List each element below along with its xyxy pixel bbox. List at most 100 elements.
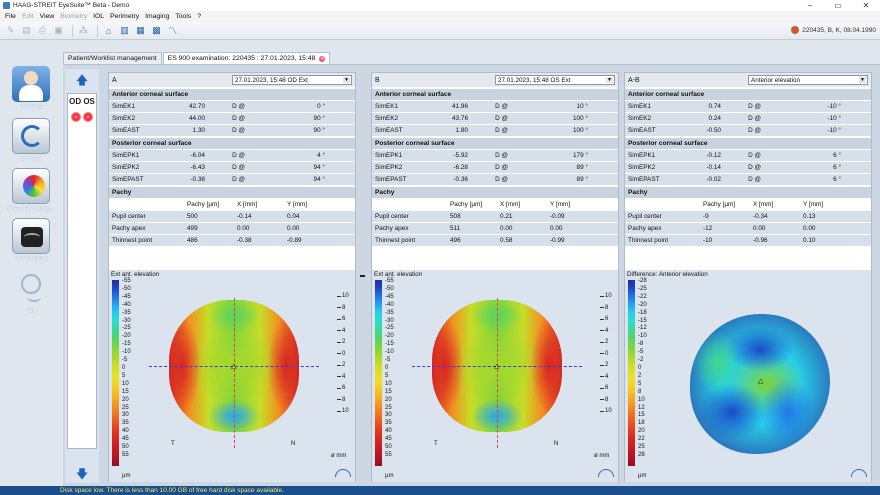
difference-map[interactable] [690,314,830,454]
legend-value: 12 [638,404,645,411]
cell-axis: 89 ° [576,176,588,183]
panel-header: B 27.01.2023, 15:48 OS Ext ▼ [372,73,618,87]
cell-label: SimEPK1 [112,152,140,159]
cell-value: 0.13 [803,213,816,220]
scale-label: 10 [342,408,349,414]
eye-selector[interactable]: OD OS [67,93,97,449]
legend-value: 50 [385,444,392,451]
cell-label: Pupil center [375,213,409,220]
table-row: Pupil center 508 0.21 -0.09 [372,210,618,222]
title-bar: HAAG-STREIT EyeSuite™ Beta - Demo – ▭ ✕ [0,0,880,11]
os-thumbnail-icon[interactable] [83,112,93,122]
toolbar: ✎ ▤ ⎙ ▣ ⁂ ⌂ ▥ ▦ ▩ 〽 [0,22,880,40]
nav-iol[interactable]: IOL [0,270,62,314]
menu-file[interactable]: File [5,13,16,20]
col-header: Y [mm] [550,201,571,208]
legend-value: 5 [122,372,126,379]
legend-value: -40 [122,301,131,308]
cell-label: Pachy apex [375,225,409,232]
scale-tick: 2 [600,338,608,346]
cell-label: SimEPK1 [628,152,656,159]
minimize-button[interactable]: – [807,1,813,10]
cell-value: 500 [187,213,198,220]
zoom-icon[interactable] [598,469,614,477]
table-row: SimEPAST -0.36 D @ 89 ° [372,173,618,185]
legend-value: -10 [385,349,394,356]
cell-value: 0.24 [708,115,721,122]
eye-thumbnails[interactable] [68,112,96,122]
table-row: Thinnest point 486 -0.38 -0.89 [109,234,355,246]
maximize-button[interactable]: ▭ [834,1,842,10]
scroll-down-icon[interactable]: 🡇 [75,467,89,481]
chevron-down-icon[interactable]: ▼ [343,77,350,83]
menu-tools[interactable]: Tools [175,13,192,20]
table-row: Thinnest point -10 -0.96 0.10 [625,234,871,246]
table-row: SimEK1 42.70 D @ 0 ° [109,100,355,112]
apex-marker-icon: △ [758,378,764,385]
posterior-title: Posterior corneal surface [109,138,355,149]
panel-b: B 27.01.2023, 15:48 OS Ext ▼ Anterior corne… [371,72,619,482]
patients-icon [12,66,50,102]
scale-tick: 6 [600,384,608,392]
nav-patients[interactable]: Patients [0,66,62,110]
exam-select[interactable]: 27.01.2023, 15:48 OS Ext ▼ [495,75,615,85]
nasal-label: N [554,441,559,447]
cell-axis: -10 ° [827,103,841,110]
scroll-up-icon[interactable]: 🡅 [75,73,89,87]
legend-value: 35 [385,420,392,427]
cell-value: -6.28 [453,164,468,171]
diameter-label: ø mm [594,453,610,459]
exam-select[interactable]: 27.01.2023, 15:48 OD Ext ▼ [232,75,352,85]
cell-value: 44.00 [189,115,205,122]
color-legend [112,280,119,466]
nav-c-suite[interactable]: C-Suite [0,118,62,162]
chevron-down-icon[interactable]: ▼ [859,77,866,83]
col-header: Y [mm] [803,201,824,208]
cell-label: SimEK2 [375,115,399,122]
scale-label: 6 [342,316,346,322]
layout-columns-icon[interactable]: ▦ [136,25,145,35]
zoom-icon[interactable] [851,469,867,477]
legend-value: -8 [638,341,644,348]
mm-scale: 10 8 6 4 2 0 2 4 6 8 10 [600,292,614,414]
tab-worklist[interactable]: Patient/Worklist management [63,52,162,64]
legend-value: 40 [385,428,392,435]
cell-label: SimEPK2 [112,164,140,171]
close-tab-icon[interactable]: ✕ [319,55,326,62]
tab-examination[interactable]: ES 900 examination: 220435 : 27.01.2023,… [162,52,331,64]
chevron-down-icon[interactable]: ▼ [606,77,613,83]
menu-iol[interactable]: IOL [93,13,105,20]
exam-select[interactable]: Anterior elevation ▼ [748,75,868,85]
print-icon: ⎙ [38,25,47,35]
vertical-meridian [497,298,498,448]
cell-value: 0.00 [237,225,250,232]
menu-help[interactable]: ? [197,13,202,20]
nav-ac-imaging[interactable]: AC-Imaging [0,218,62,262]
table-header-row: Pachy [µm] X [mm] Y [mm] [372,198,618,210]
home-icon[interactable]: ⌂ [105,25,112,36]
layout-grid-icon[interactable]: ▩ [152,25,161,35]
cell-value: 0.04 [287,213,300,220]
cell-value: 0.00 [550,225,563,232]
menu-view[interactable]: View [39,13,55,20]
menu-imaging[interactable]: Imaging [145,13,170,20]
legend-value: -20 [638,301,647,308]
zoom-icon[interactable] [335,469,351,477]
layout-single-icon[interactable]: ▥ [120,25,129,35]
close-button[interactable]: ✕ [862,1,870,10]
legend-value: -12 [638,325,647,332]
elevation-map-area: Ext ant. elevation -55 -50 -45 -40 -35 -30 -25… [372,270,618,482]
scale-tick: 2 [600,361,608,369]
od-thumbnail-icon[interactable] [71,112,81,122]
chart-icon[interactable]: 〽 [167,26,177,36]
table-row: Pachy apex 499 0.00 0.00 [109,222,355,234]
scale-tick: 4 [600,327,608,335]
legend-value: -25 [385,325,394,332]
cell-unit: D @ [495,103,508,110]
nav-extended-topography[interactable]: Extended Topog... [0,168,62,212]
col-header: Pachy [µm] [187,201,220,208]
cell-axis: 6 ° [833,164,841,171]
cell-unit: D @ [232,127,245,134]
cell-label: SimEPK2 [375,164,403,171]
menu-perimetry[interactable]: Perimetry [110,13,140,20]
